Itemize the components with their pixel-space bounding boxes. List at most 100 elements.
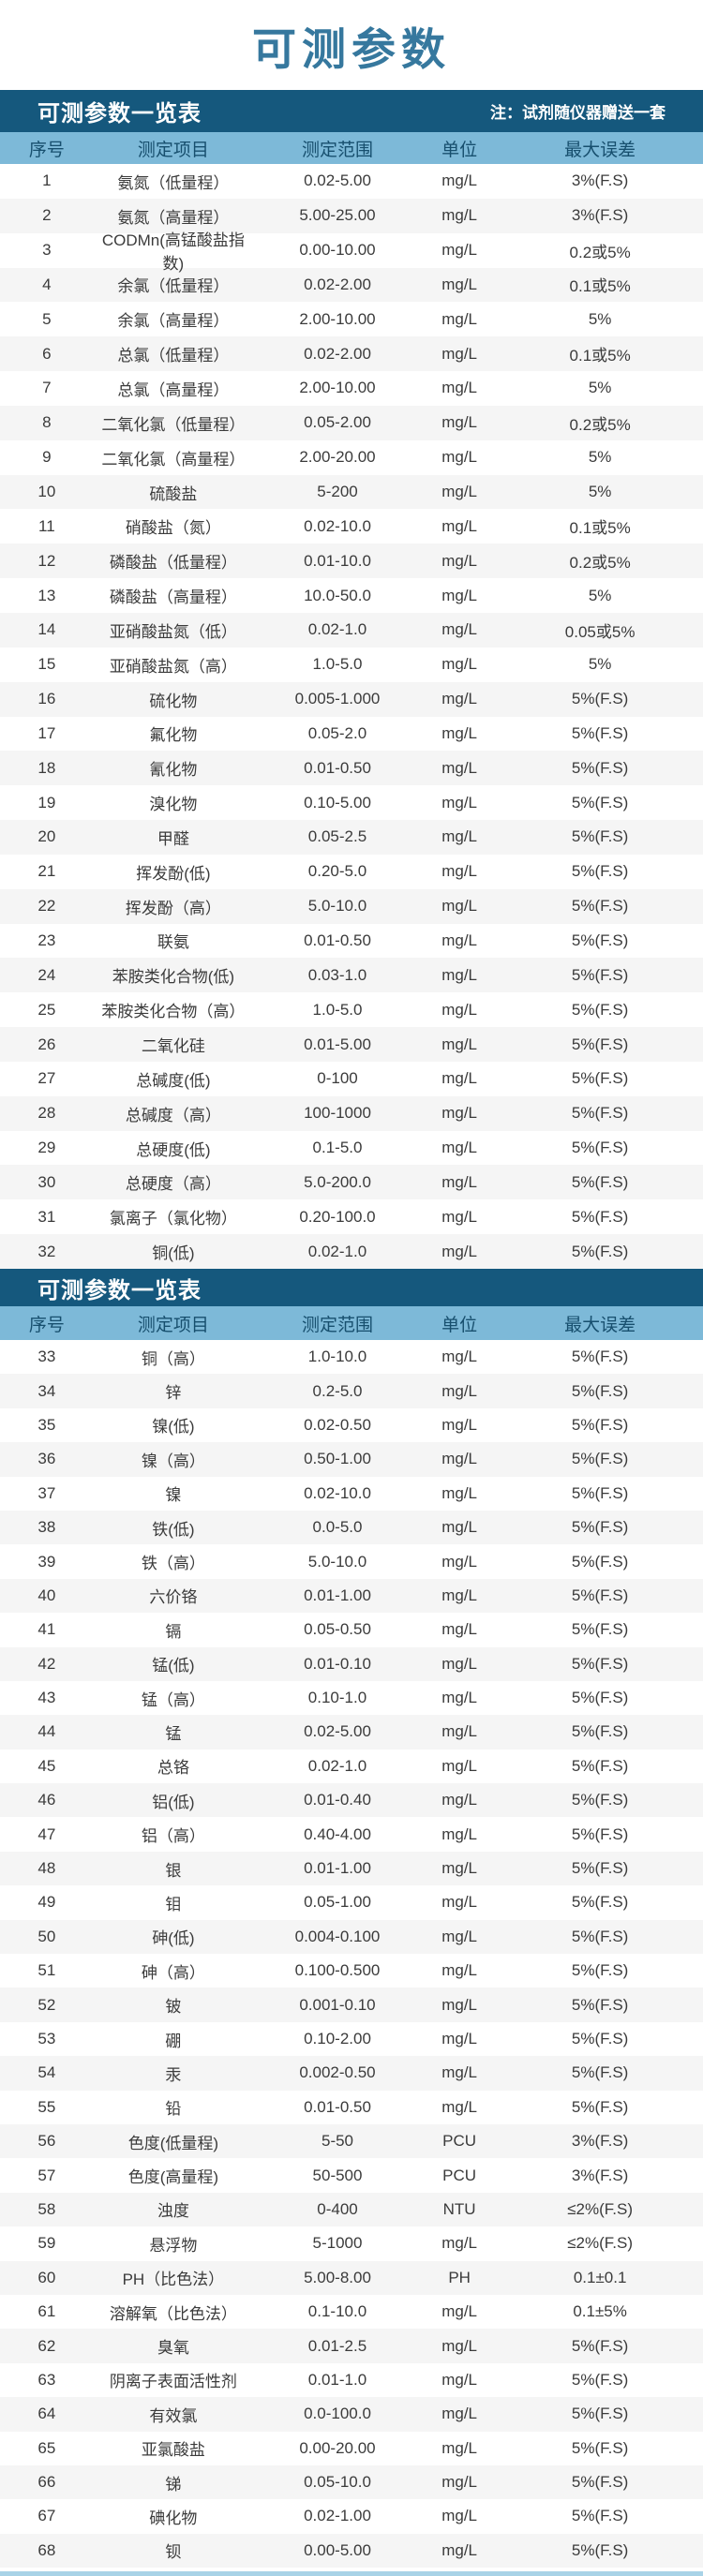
table-row: 45 总铬 0.02-1.0 mg/L 5%(F.S): [0, 1749, 703, 1784]
cell-item: 碘化物: [149, 2509, 198, 2527]
cell-item: 亚硝酸盐氮（高）: [109, 657, 237, 676]
cell-index: 37: [37, 1483, 56, 1502]
table-row: 60 PH（比色法） 5.00-8.00 PH 0.1±0.1: [0, 2260, 703, 2295]
cell-range: 0.0-100.0: [304, 2405, 371, 2423]
cell-range: 5.0-10.0: [307, 1552, 367, 1571]
cell-index: 67: [37, 2507, 56, 2525]
table-row: 26 二氧化硅 0.01-5.00 mg/L 5%(F.S): [0, 1027, 703, 1062]
cell-unit: mg/L: [441, 2030, 478, 2047]
cell-item: 二氧化氯（低量程）: [101, 415, 246, 434]
cell-range: 0.00-5.00: [304, 2540, 371, 2559]
cell-range: 0.01-1.00: [304, 1586, 371, 1604]
cell-index: 19: [37, 793, 56, 812]
cell-item: 锑: [165, 2475, 182, 2494]
cell-range: 5-200: [317, 483, 358, 501]
cell-max-error: 5%: [588, 483, 612, 501]
cell-max-error: 5%(F.S): [571, 1586, 629, 1604]
cell-item: 总氯（低量程）: [117, 347, 230, 365]
cell-range: 0.02-10.0: [304, 1483, 371, 1502]
cell-index: 27: [37, 1069, 56, 1088]
table-row: 64 有效氯 0.0-100.0 mg/L 5%(F.S): [0, 2397, 703, 2432]
table-row: 65 亚氯酸盐 0.00-20.00 mg/L 5%(F.S): [0, 2431, 703, 2465]
cell-item: 银: [165, 1861, 182, 1880]
cell-range: 1.0-10.0: [307, 1348, 367, 1366]
table-row: 29 总硬度(低) 0.1-5.0 mg/L 5%(F.S): [0, 1130, 703, 1166]
cell-index: 18: [37, 758, 56, 777]
cell-item: 镍(低): [152, 1418, 195, 1437]
cell-item: 氰化物: [149, 761, 198, 780]
cell-unit: mg/L: [441, 1620, 478, 1639]
cell-item: 硫化物: [149, 692, 198, 710]
cell-range: 0.03-1.0: [307, 965, 367, 984]
cell-range: 0.01-0.10: [304, 1654, 371, 1673]
cell-unit: mg/L: [441, 1242, 478, 1260]
cell-range: 5.0-10.0: [307, 897, 367, 916]
cell-max-error: 5%(F.S): [571, 1961, 629, 1980]
cell-item: 铍: [165, 1998, 182, 2017]
cell-max-error: 5%(F.S): [571, 1104, 629, 1123]
cell-item: 色度(低量程): [127, 2134, 219, 2152]
table-row: 41 镉 0.05-0.50 mg/L 5%(F.S): [0, 1613, 703, 1647]
cell-index: 33: [37, 1348, 56, 1366]
cell-index: 45: [37, 1756, 56, 1775]
cell-item: PH（比色法）: [122, 2271, 225, 2289]
cell-unit: mg/L: [441, 1824, 478, 1843]
cell-unit: mg/L: [441, 1552, 478, 1571]
table-row: 61 溶解氧（比色法） 0.1-10.0 mg/L 0.1±5%: [0, 2294, 703, 2330]
cell-max-error: 0.2或5%: [569, 415, 631, 434]
table-row: 42 锰(低) 0.01-0.10 mg/L 5%(F.S): [0, 1646, 703, 1681]
cell-max-error: 0.1±5%: [573, 2302, 627, 2321]
table-row: 11 硝酸盐（氮） 0.02-10.0 mg/L 0.1或5%: [0, 509, 703, 544]
cell-max-error: 5%(F.S): [571, 1791, 629, 1809]
cell-range: 0.01-0.50: [304, 931, 371, 949]
cell-index: 39: [37, 1552, 56, 1571]
cell-range: 0.02-1.0: [307, 1242, 367, 1260]
section-title: 可测参数一览表: [37, 101, 202, 127]
cell-max-error: 5%(F.S): [571, 862, 629, 881]
table-row: 24 苯胺类化合物(低) 0.03-1.0 mg/L 5%(F.S): [0, 958, 703, 993]
cell-range: 0.05-0.50: [304, 1620, 371, 1639]
cell-max-error: 5%: [588, 586, 612, 604]
cell-range: 0.001-0.10: [299, 1995, 376, 2014]
cell-item: 氟化物: [149, 726, 198, 745]
column-header-item: 测定项目: [137, 1315, 209, 1335]
cell-index: 23: [37, 931, 56, 949]
table-row: 44 锰 0.02-5.00 mg/L 5%(F.S): [0, 1715, 703, 1750]
cell-max-error: 5%: [588, 448, 612, 467]
cell-unit: mg/L: [441, 1995, 478, 2014]
cell-index: 8: [42, 413, 52, 432]
cell-range: 2.00-20.00: [299, 448, 376, 467]
cell-index: 60: [37, 2268, 56, 2286]
cell-item: 溴化物: [149, 796, 198, 814]
cell-max-error: 5%(F.S): [571, 1824, 629, 1843]
cell-item: 铅: [165, 2100, 182, 2119]
cell-range: 0.01-1.00: [304, 1859, 371, 1878]
cell-index: 59: [37, 2234, 56, 2253]
table-row: 48 银 0.01-1.00 mg/L 5%(F.S): [0, 1851, 703, 1886]
page-title: 可测参数: [252, 23, 451, 74]
cell-range: 0-400: [317, 2199, 358, 2218]
cell-item: 砷(低): [152, 1929, 195, 1948]
cell-item: 镍: [165, 1486, 182, 1505]
cell-unit: mg/L: [441, 1069, 478, 1088]
table-row: 19 溴化物 0.10-5.00 mg/L 5%(F.S): [0, 785, 703, 821]
table-row: 34 锌 0.2-5.0 mg/L 5%(F.S): [0, 1374, 703, 1408]
cell-item: 余氯（高量程）: [117, 312, 230, 331]
cell-range: 0.02-1.0: [307, 1756, 367, 1775]
cell-item: 阴离子表面活性剂: [109, 2373, 237, 2391]
cell-index: 1: [42, 171, 52, 190]
cell-item: 氯离子（氯化物）: [109, 1210, 237, 1228]
cell-unit: NTU: [442, 2199, 476, 2218]
cell-unit: mg/L: [441, 448, 478, 467]
cell-index: 26: [37, 1035, 56, 1053]
table-row: 28 总碱度（高） 100-1000 mg/L 5%(F.S): [0, 1095, 703, 1131]
section-bar: 可测参数一览表: [0, 1269, 703, 1306]
cell-item: 色度(高量程): [127, 2168, 219, 2187]
column-header-index: 序号: [28, 1315, 65, 1335]
table-row: 15 亚硝酸盐氮（高） 1.0-5.0 mg/L 5%: [0, 647, 703, 682]
cell-unit: mg/L: [441, 758, 478, 777]
cell-unit: mg/L: [441, 586, 478, 604]
cell-unit: mg/L: [441, 931, 478, 949]
table-row: 5 余氯（高量程） 2.00-10.00 mg/L 5%: [0, 302, 703, 337]
table-row: 36 镍（高） 0.50-1.00 mg/L 5%(F.S): [0, 1442, 703, 1477]
